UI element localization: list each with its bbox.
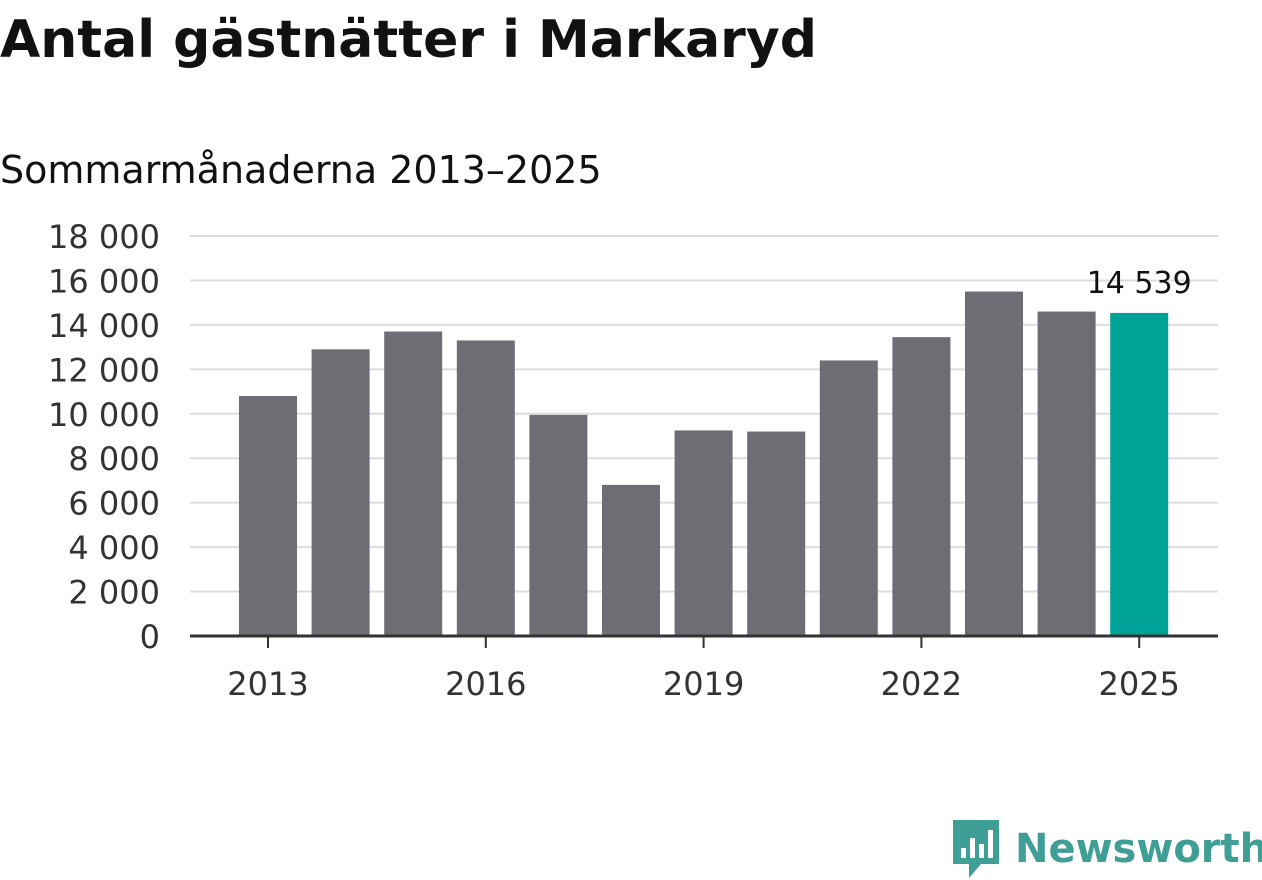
bar-2020 xyxy=(747,431,806,636)
y-tick-label: 16 000 xyxy=(48,262,160,300)
y-axis-tick-labels: 0 2 000 4 000 6 000 8 000 10 000 12 000 14 000 1… xyxy=(48,218,160,656)
bar-2024 xyxy=(1037,311,1096,636)
bar-2019 xyxy=(674,430,733,636)
bar-2025 xyxy=(1110,312,1169,636)
newsworthy-logo-icon xyxy=(953,820,999,878)
y-tick-label: 14 000 xyxy=(48,307,160,345)
y-tick-label: 8 000 xyxy=(68,440,160,478)
x-tick-label: 2016 xyxy=(445,665,526,703)
bar-2017 xyxy=(529,414,588,636)
y-tick-label: 12 000 xyxy=(48,351,160,389)
y-tick-label: 10 000 xyxy=(48,396,160,434)
x-tick-label: 2025 xyxy=(1098,665,1179,703)
bar-2013 xyxy=(239,396,297,636)
bar-2014 xyxy=(311,349,370,636)
data-label: 14 539 xyxy=(1087,266,1192,301)
y-tick-label: 2 000 xyxy=(68,574,160,612)
y-tick-label: 18 000 xyxy=(48,218,160,256)
y-tick-label: 4 000 xyxy=(68,529,160,567)
x-tick-label: 2013 xyxy=(227,665,308,703)
brand-logo: Newsworthy xyxy=(951,818,1262,880)
x-tick-label: 2019 xyxy=(663,665,744,703)
data-labels: 14 539 xyxy=(1087,266,1192,301)
bar-2022 xyxy=(892,337,951,636)
brand-name: Newsworthy xyxy=(1015,826,1262,872)
bar-2021 xyxy=(819,360,878,636)
chart-title: Antal gästnätter i Markaryd xyxy=(0,10,817,70)
y-tick-label: 6 000 xyxy=(68,485,160,523)
x-tick-label: 2022 xyxy=(881,665,962,703)
bar-2023 xyxy=(965,291,1023,636)
bar-2015 xyxy=(384,331,443,636)
bar-2016 xyxy=(456,340,515,636)
bar-2018 xyxy=(602,484,660,636)
x-axis: 2013 2016 2019 2022 2025 xyxy=(190,634,1218,703)
bars xyxy=(239,291,1169,636)
y-tick-label: 0 xyxy=(140,618,160,656)
chart-subtitle: Sommarmånaderna 2013–2025 xyxy=(0,148,602,192)
